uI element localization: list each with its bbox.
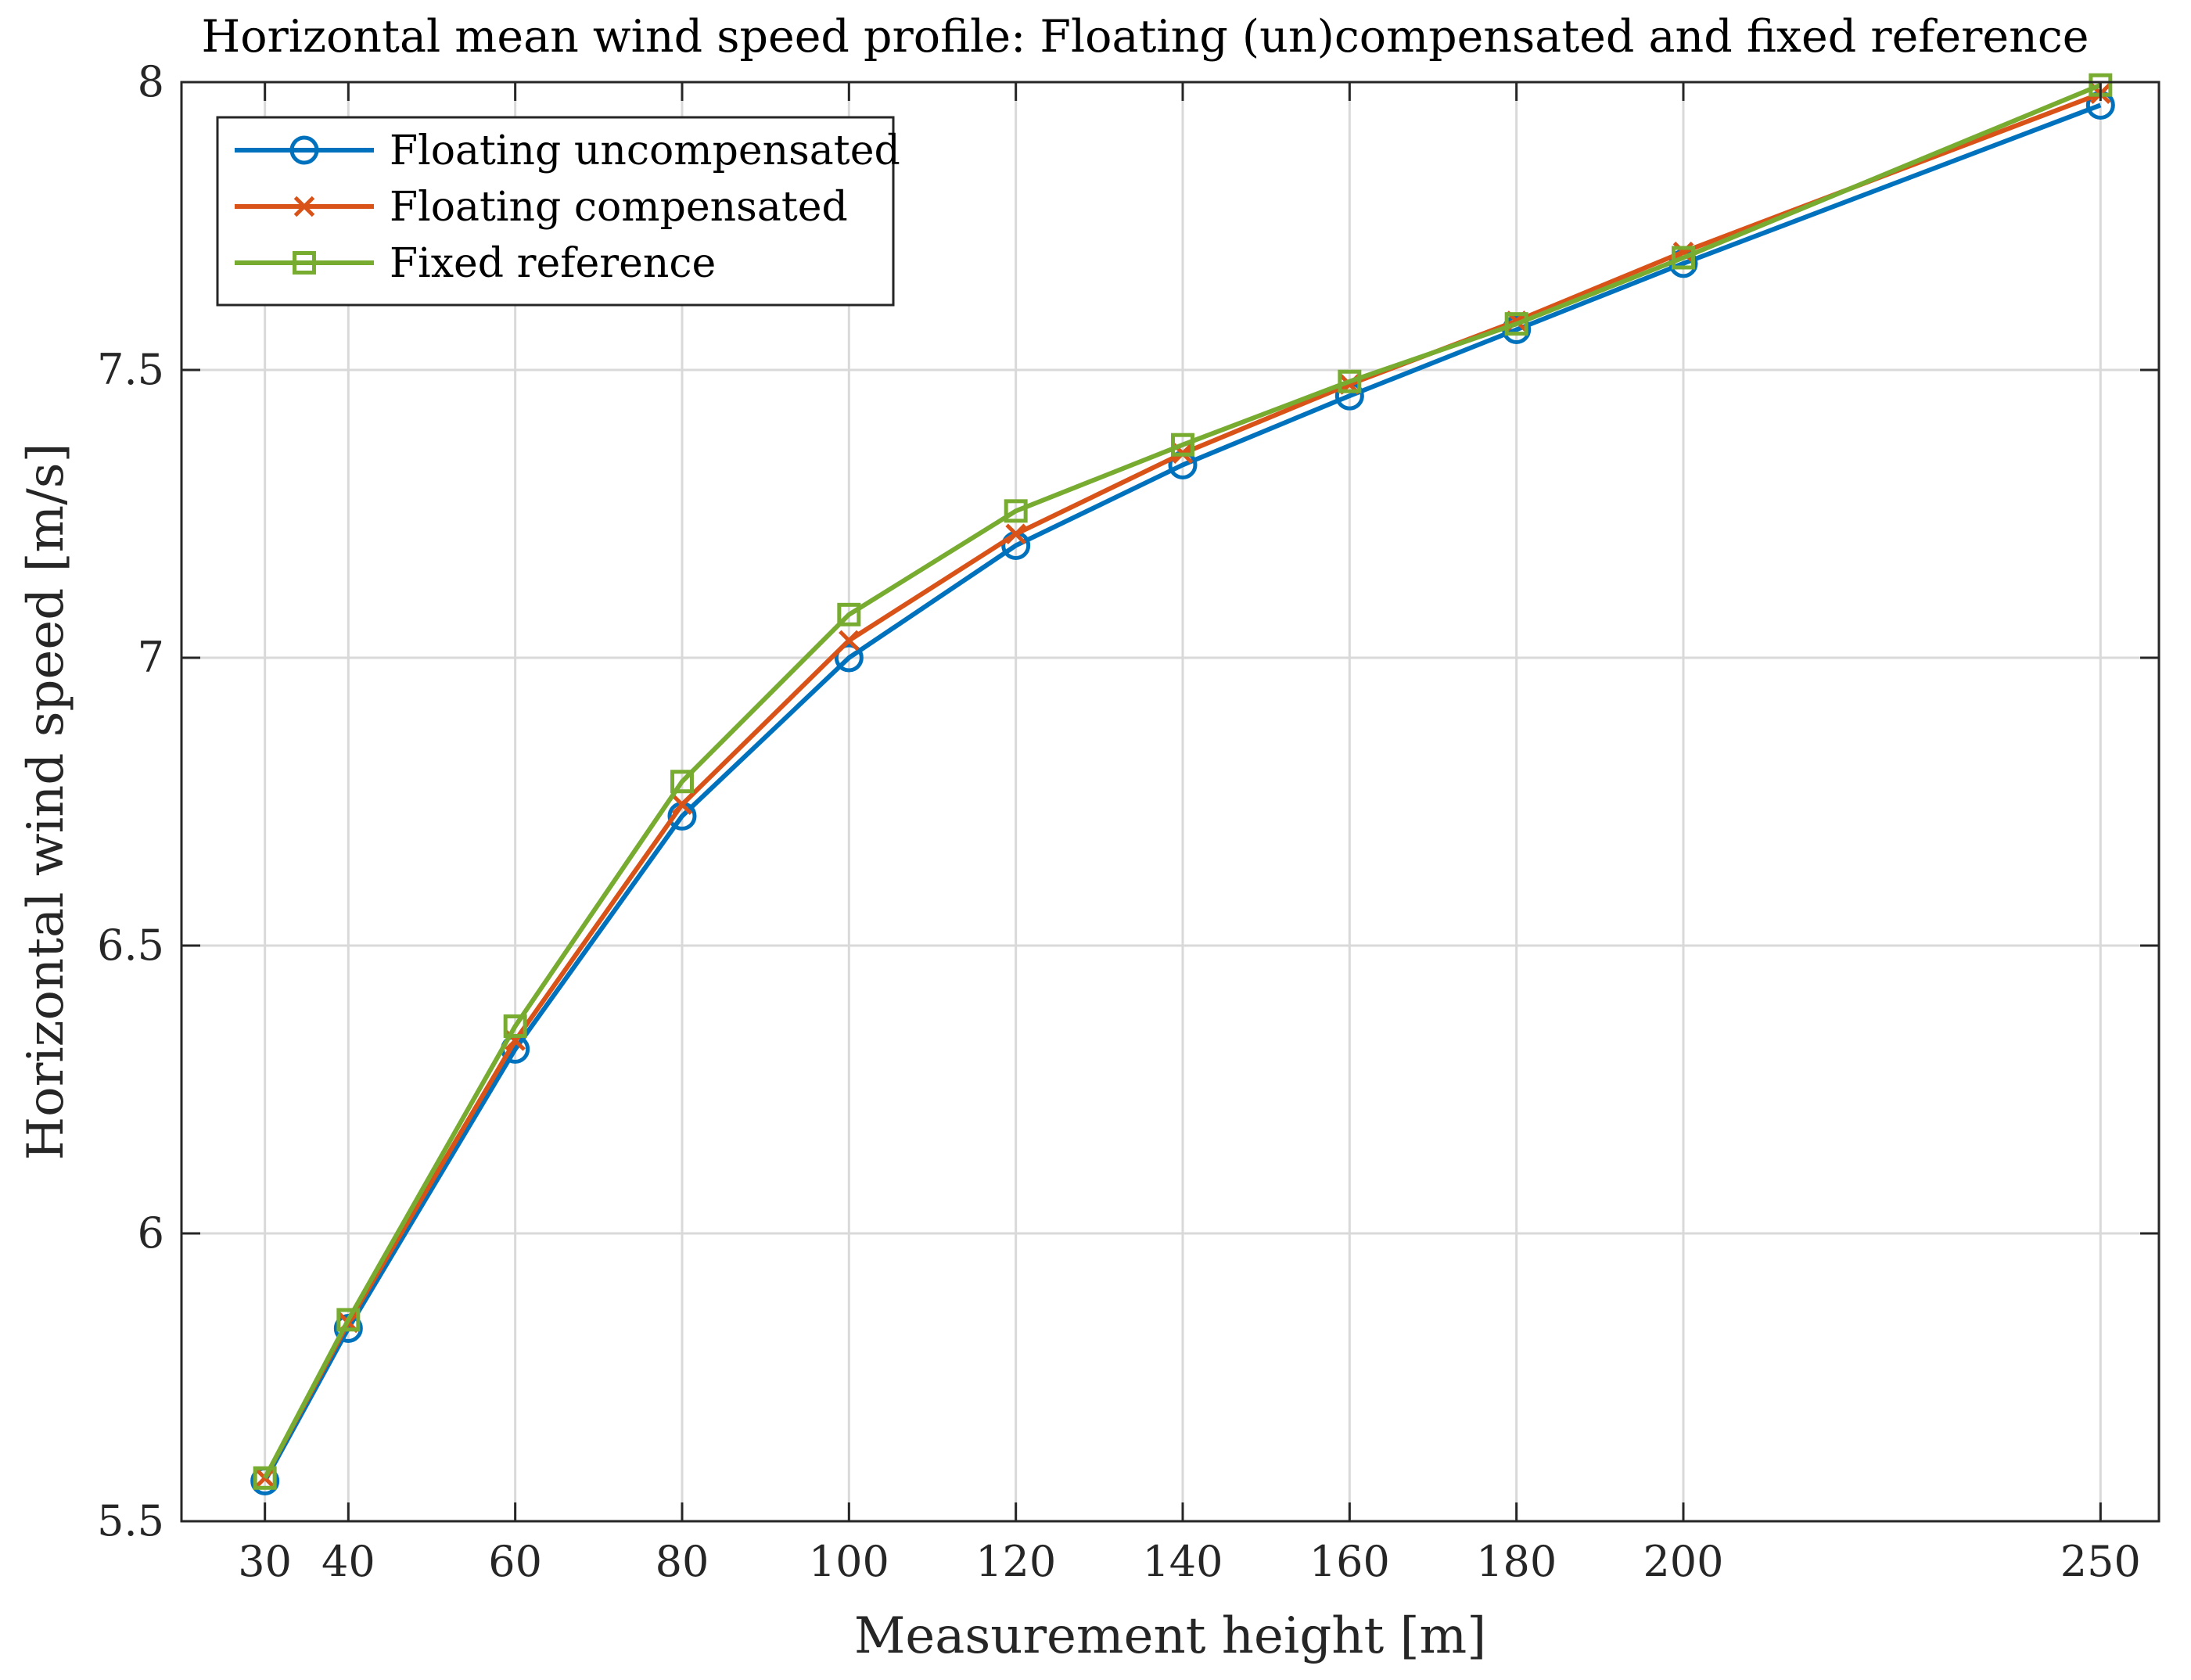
legend-label: Floating compensated [390,184,848,231]
data-point [837,602,861,626]
x-tick-label: 160 [1309,1537,1390,1586]
data-point [839,630,860,652]
data-point [253,1466,277,1490]
x-tick-label: 30 [238,1537,292,1586]
plot-area [181,82,2159,1521]
data-point [293,196,315,217]
x-tick-label: 80 [656,1537,709,1586]
data-point-stroke [839,630,860,652]
data-point [503,1014,527,1039]
data-point [293,251,316,275]
y-tick-label: 5.5 [97,1496,164,1545]
data-point [289,135,319,165]
data-point [670,770,694,794]
data-point-stroke [1005,523,1026,545]
legend-label: Fixed reference [390,240,716,287]
axes-box [180,81,2160,1523]
y-tick-label: 7.5 [97,345,164,394]
y-tick-label: 8 [138,57,164,106]
x-tick-label: 40 [321,1537,375,1586]
legend-label: Floating uncompensated [390,127,900,174]
data-point [1004,499,1028,523]
x-tick-label: 250 [2060,1537,2141,1586]
data-point-stroke [671,794,693,815]
chart-title: Horizontal mean wind speed profile: Floa… [202,11,2089,63]
axes [180,81,2160,1523]
data-point-stroke [254,1467,275,1489]
legend-item: Floating compensated [235,184,848,231]
legend-item: Fixed reference [235,240,716,287]
y-tick-label: 7 [138,633,164,682]
data-point [1171,433,1194,457]
data-point [254,1467,275,1489]
series-line [263,82,2102,1480]
data-point [1672,246,1695,270]
tick-labels: 30 40 60 80 100 120 140 160 180 200 250 5.5 6 6.5 7 7.5… [97,57,2141,1586]
x-tick-label: 60 [488,1537,542,1586]
x-tick-label: 140 [1142,1537,1223,1586]
series-3 [253,73,2113,1490]
x-tick-label: 120 [975,1537,1056,1586]
data-point [336,1308,361,1332]
y-axis-label: Horizontal wind speed [m/s] [17,443,75,1160]
data-point [1504,312,1528,336]
series-line [263,102,2102,1482]
data-point [1338,369,1362,393]
y-tick-label: 6 [138,1208,164,1258]
x-tick-label: 200 [1643,1537,1723,1586]
data-point [834,643,864,673]
x-tick-label: 100 [809,1537,889,1586]
x-tick-label: 180 [1476,1537,1557,1586]
legend-item: Floating uncompensated [235,127,900,174]
x-axis-label: Measurement height [m] [854,1607,1486,1665]
data-point [671,794,693,815]
legend: Floating uncompensated Floating compensat… [216,116,900,307]
data-point [1005,523,1026,545]
y-tick-label: 6.5 [97,921,164,970]
data-point-stroke [293,196,315,217]
